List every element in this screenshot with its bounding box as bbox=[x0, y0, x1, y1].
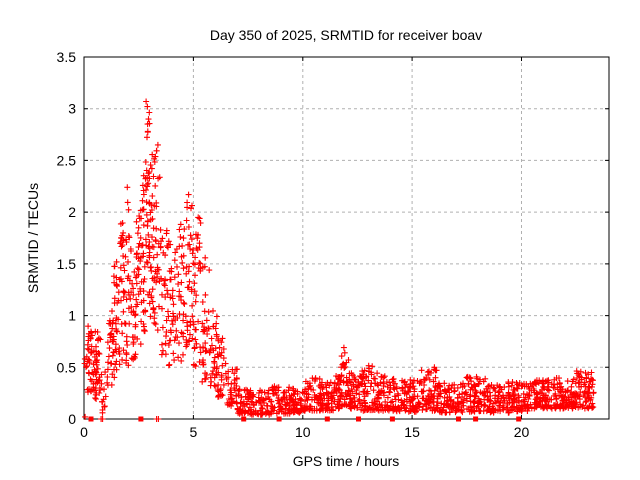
flagged-square-marker bbox=[456, 416, 461, 422]
flagged-zero-squares bbox=[88, 416, 522, 422]
gridlines bbox=[84, 57, 609, 419]
x-tick-label: 5 bbox=[190, 424, 198, 440]
flagged-square-marker bbox=[88, 416, 94, 422]
y-tick-label: 1 bbox=[68, 308, 76, 324]
y-tick-label: 1.5 bbox=[57, 256, 77, 272]
y-tick-label: 0.5 bbox=[57, 359, 77, 375]
y-tick-label: 0 bbox=[68, 411, 76, 427]
y-axis-label: SRMTID / TECUs bbox=[25, 183, 41, 293]
flagged-square-marker bbox=[473, 416, 479, 422]
y-tick-label: 2.5 bbox=[57, 152, 77, 168]
x-tick-label: 10 bbox=[295, 424, 311, 440]
x-tick-label: 20 bbox=[514, 424, 530, 440]
x-tick-label: 0 bbox=[80, 424, 88, 440]
y-tick-labels: 0 0.5 1 1.5 2 2.5 3 3.5 bbox=[57, 49, 77, 427]
flagged-square-marker bbox=[138, 416, 144, 422]
x-axis-label: GPS time / hours bbox=[293, 453, 400, 469]
x-tick-label: 15 bbox=[404, 424, 420, 440]
y-tick-label: 3 bbox=[68, 101, 76, 117]
flagged-square-marker bbox=[241, 416, 247, 422]
scatter-data-points bbox=[81, 98, 597, 422]
flagged-square-marker bbox=[389, 416, 395, 422]
chart-title: Day 350 of 2025, SRMTID for receiver boa… bbox=[210, 27, 482, 43]
y-tick-label: 2 bbox=[68, 204, 76, 220]
flagged-square-marker bbox=[324, 416, 330, 422]
flagged-square-marker bbox=[516, 416, 522, 422]
x-tick-labels: 0 5 10 15 20 bbox=[80, 424, 529, 440]
flagged-square-marker bbox=[356, 416, 361, 422]
plot-border bbox=[83, 56, 610, 420]
y-tick-label: 3.5 bbox=[57, 49, 77, 65]
flagged-square-marker bbox=[276, 416, 282, 422]
